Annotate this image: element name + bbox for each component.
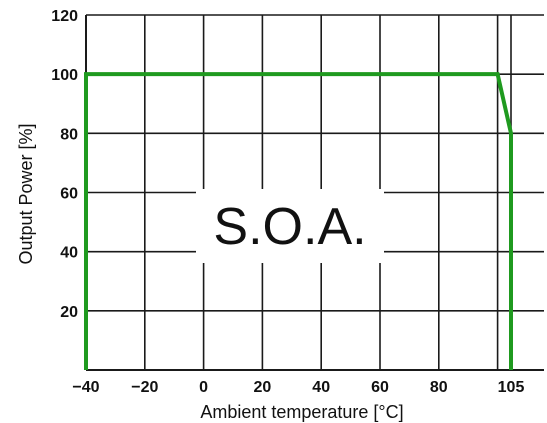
x-tick-labels: −40 −20 0 20 40 60 80 105 — [72, 379, 524, 396]
y-tick-labels: 120 100 80 60 40 20 — [51, 8, 78, 321]
soa-background — [196, 189, 384, 263]
y-tick-label: 60 — [60, 186, 78, 203]
x-tick-label: 60 — [371, 379, 389, 396]
x-tick-label: 0 — [199, 379, 208, 396]
x-tick-label: 105 — [498, 379, 525, 396]
soa-annotation: S.O.A. — [213, 198, 366, 256]
y-tick-label: 80 — [60, 126, 78, 143]
soa-annotation-box: S.O.A. — [196, 189, 384, 263]
y-tick-label: 100 — [51, 67, 78, 84]
x-tick-label: −20 — [131, 379, 158, 396]
soa-boundary-line — [84, 72, 513, 370]
y-axis-title: Output Power [%] — [16, 123, 36, 264]
y-tick-label: 40 — [60, 245, 78, 262]
x-tick-label: −40 — [72, 379, 99, 396]
x-tick-label: 40 — [312, 379, 330, 396]
x-axis-title: Ambient temperature [°C] — [200, 402, 403, 422]
y-tick-label: 20 — [60, 304, 78, 321]
series-layer — [84, 72, 513, 370]
y-tick-label: 120 — [51, 8, 78, 25]
x-tick-label: 20 — [254, 379, 272, 396]
x-tick-label: 80 — [430, 379, 448, 396]
